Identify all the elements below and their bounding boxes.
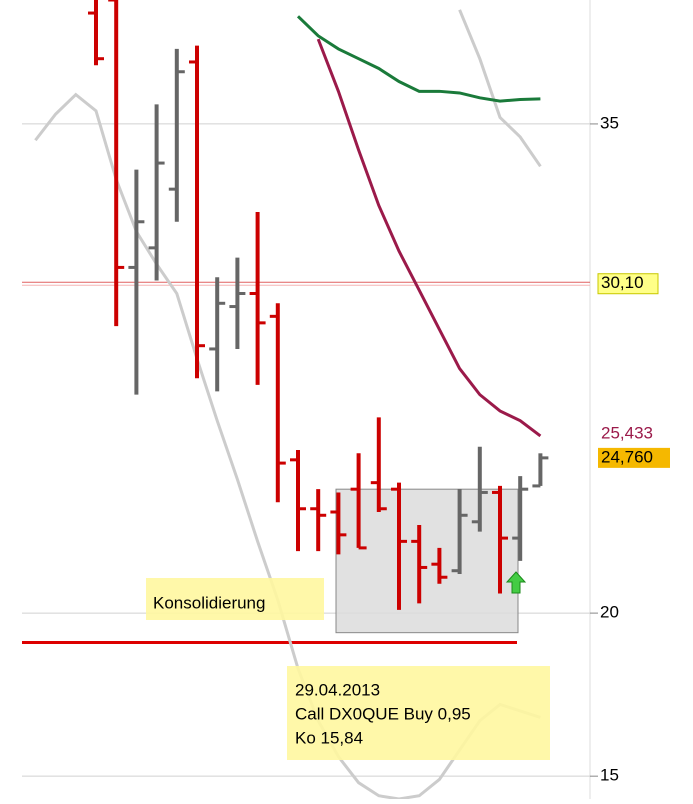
annotation-box [287, 666, 550, 760]
annotation: Ko 15,84 [295, 728, 363, 747]
axis: 15 20 35 30,10 25,433 24,760 [590, 113, 670, 785]
y-tick-label: 20 [600, 603, 619, 622]
buy-arrow [505, 571, 527, 594]
y-tick-label: 15 [600, 766, 619, 785]
annotation-box [146, 578, 324, 620]
annotation: 29.04.2013 [295, 680, 380, 699]
price-label-box [597, 273, 659, 295]
annotation: Konsolidierung [153, 593, 265, 612]
last-price-label: 24,760 [601, 447, 653, 466]
y-tick-label: 35 [600, 113, 619, 132]
line-value-label: 25,433 [601, 423, 653, 442]
range-box [335, 488, 519, 634]
last-price-box [598, 447, 670, 468]
annotation: Call DX0QUE Buy 0,95 [295, 704, 471, 723]
ma-line [296, 15, 541, 103]
ma-line [458, 9, 542, 168]
ma-line [316, 38, 542, 438]
price-label: 30,10 [601, 273, 644, 292]
plot-area: Konsolidierung 29.04.2013 Call DX0QUE Buy … [22, 0, 590, 799]
